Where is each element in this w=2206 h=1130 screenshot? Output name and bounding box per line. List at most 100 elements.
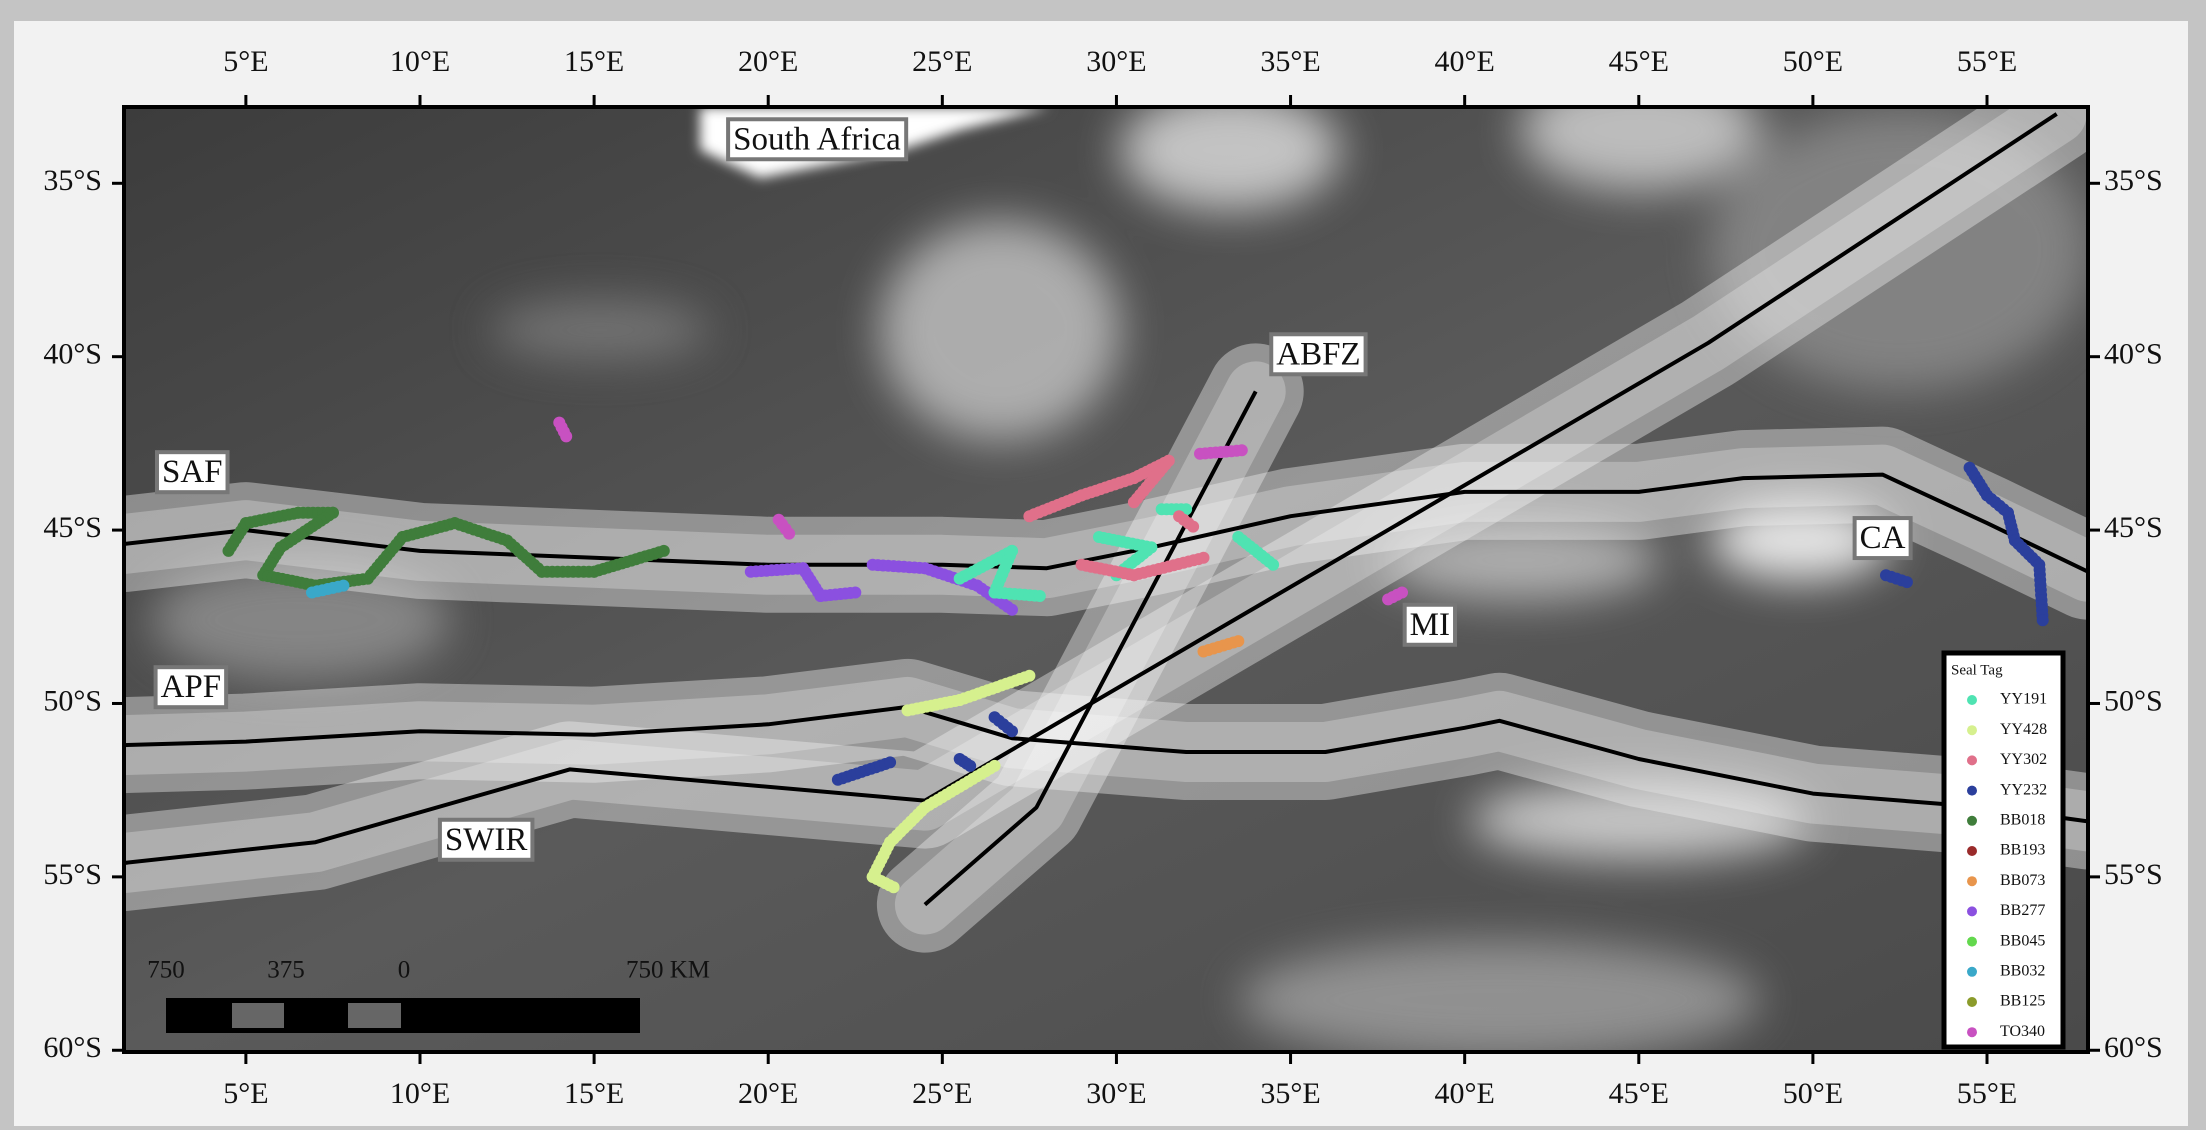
- region-label: MI: [1405, 605, 1455, 645]
- map-area: [124, 70, 2090, 1060]
- legend-label: YY191: [2000, 691, 2047, 708]
- x-tick-label: 15°E: [564, 1077, 624, 1110]
- region-label: SWIR: [440, 820, 533, 860]
- y-tick-label: 60°S: [43, 1031, 102, 1064]
- legend-label: TO340: [2000, 1023, 2045, 1040]
- scale-bar-segment: [348, 1003, 401, 1028]
- track-point: [849, 587, 861, 599]
- y-tick-label: 35°S: [2104, 164, 2163, 197]
- legend-label: BB125: [2000, 993, 2045, 1010]
- track-point: [1232, 635, 1244, 647]
- legend-marker: [1967, 906, 1977, 916]
- track-point: [1023, 670, 1035, 682]
- legend: Seal Tag YY191 YY428 YY302 YY232 BB018 BB193 B…: [1944, 653, 2063, 1047]
- x-tick-label: 10°E: [390, 1077, 450, 1110]
- y-tick-label: 40°S: [43, 338, 102, 371]
- legend-marker: [1967, 695, 1977, 705]
- legend-label: BB193: [2000, 842, 2045, 859]
- x-tick-label: 25°E: [912, 45, 972, 78]
- x-tick-label: 55°E: [1957, 45, 2017, 78]
- y-tick-label: 55°S: [43, 858, 102, 891]
- legend-marker: [1967, 876, 1977, 886]
- x-tick-label: 40°E: [1435, 45, 1495, 78]
- track-point: [964, 760, 976, 772]
- x-tick-label: 30°E: [1086, 45, 1146, 78]
- y-tick-label: 50°S: [43, 684, 102, 717]
- region-label: CA: [1855, 518, 1911, 558]
- track-point: [783, 528, 795, 540]
- x-tick-label: 50°E: [1783, 45, 1843, 78]
- y-tick-label: 45°S: [2104, 511, 2163, 544]
- y-tick-label: 45°S: [43, 511, 102, 544]
- legend-label: BB073: [2000, 872, 2045, 889]
- track-point: [1396, 587, 1408, 599]
- region-label: APF: [156, 667, 227, 707]
- legend-marker: [1967, 1027, 1977, 1037]
- label-text: South Africa: [733, 121, 901, 157]
- track-point: [1267, 559, 1279, 571]
- legend-label: BB277: [2000, 902, 2045, 919]
- label-text: SWIR: [445, 822, 528, 858]
- page: 5°E5°E10°E10°E15°E15°E20°E20°E25°E25°E30…: [0, 0, 2206, 1130]
- legend-marker: [1967, 997, 1977, 1007]
- legend-marker: [1967, 725, 1977, 735]
- x-tick-label: 20°E: [738, 1077, 798, 1110]
- region-label: ABFZ: [1271, 334, 1365, 374]
- track-point: [1128, 496, 1140, 508]
- scale-bar-segment: [232, 1003, 284, 1028]
- y-tick-label: 60°S: [2104, 1031, 2163, 1064]
- x-tick-label: 25°E: [912, 1077, 972, 1110]
- x-tick-label: 35°E: [1260, 45, 1320, 78]
- x-tick-label: 30°E: [1086, 1077, 1146, 1110]
- x-tick-label: 45°E: [1609, 1077, 1669, 1110]
- scale-label: 0: [398, 957, 411, 984]
- track-point: [884, 756, 896, 768]
- legend-marker: [1967, 846, 1977, 856]
- x-tick-label: 45°E: [1609, 45, 1669, 78]
- label-text: SAF: [162, 454, 223, 490]
- legend-marker: [1967, 786, 1977, 796]
- x-tick-label: 50°E: [1783, 1077, 1843, 1110]
- label-text: CA: [1860, 520, 1906, 556]
- x-tick-label: 5°E: [223, 45, 268, 78]
- map-figure: 5°E5°E10°E10°E15°E15°E20°E20°E25°E25°E30…: [0, 0, 2206, 1130]
- label-text: MI: [1410, 607, 1450, 643]
- scale-label: 375: [267, 957, 305, 984]
- scale-label: 750 KM: [626, 957, 710, 984]
- legend-marker: [1967, 937, 1977, 947]
- legend-marker: [1967, 816, 1977, 826]
- track-point: [560, 430, 572, 442]
- x-tick-label: 40°E: [1435, 1077, 1495, 1110]
- track-point: [888, 881, 900, 893]
- x-tick-label: 20°E: [738, 45, 798, 78]
- legend-title: Seal Tag: [1951, 662, 2003, 678]
- legend-label: BB018: [2000, 811, 2045, 828]
- track-point: [1034, 590, 1046, 602]
- legend-label: BB045: [2000, 932, 2045, 949]
- legend-label: YY428: [2000, 721, 2047, 738]
- x-tick-label: 10°E: [390, 45, 450, 78]
- track-point: [1006, 604, 1018, 616]
- region-label: SAF: [157, 452, 228, 492]
- track-point: [1198, 552, 1210, 564]
- legend-label: YY232: [2000, 781, 2047, 798]
- scale-label: 750: [147, 957, 185, 984]
- track-point: [1901, 576, 1913, 588]
- label-text: APF: [161, 669, 222, 705]
- x-tick-label: 15°E: [564, 45, 624, 78]
- label-text: ABFZ: [1276, 336, 1360, 372]
- region-label: South Africa: [728, 119, 906, 159]
- legend-marker: [1967, 755, 1977, 765]
- y-tick-label: 55°S: [2104, 858, 2163, 891]
- track-point: [1236, 444, 1248, 456]
- y-tick-label: 50°S: [2104, 684, 2163, 717]
- legend-label: YY302: [2000, 751, 2047, 768]
- y-tick-label: 35°S: [43, 164, 102, 197]
- x-tick-label: 55°E: [1957, 1077, 2017, 1110]
- y-tick-label: 40°S: [2104, 338, 2163, 371]
- track-point: [337, 580, 349, 592]
- track-point: [1006, 725, 1018, 737]
- legend-label: BB032: [2000, 962, 2045, 979]
- x-tick-label: 35°E: [1260, 1077, 1320, 1110]
- legend-marker: [1967, 967, 1977, 977]
